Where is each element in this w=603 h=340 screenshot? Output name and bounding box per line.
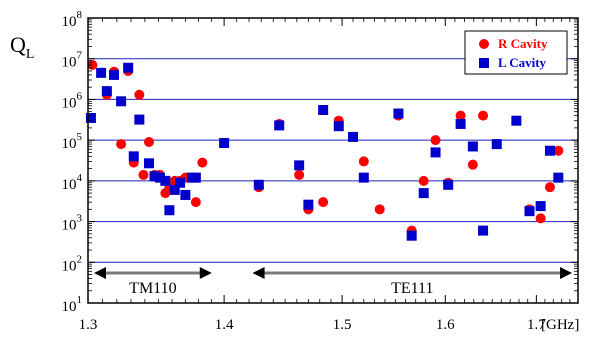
x-axis-unit: [GHz] bbox=[541, 317, 579, 333]
point-l-cavity bbox=[134, 114, 145, 125]
point-l-cavity bbox=[294, 160, 305, 171]
point-l-cavity bbox=[190, 172, 201, 183]
point-r-cavity bbox=[430, 135, 441, 146]
point-l-cavity bbox=[149, 171, 160, 182]
point-l-cavity bbox=[219, 138, 230, 149]
point-l-cavity bbox=[154, 172, 165, 183]
point-l-cavity bbox=[96, 67, 107, 78]
band-arrowhead-left bbox=[252, 267, 265, 279]
y-axis-label: QL bbox=[10, 32, 34, 62]
point-l-cavity bbox=[491, 139, 502, 150]
point-l-cavity bbox=[303, 199, 314, 210]
y-axis-label-main: Q bbox=[10, 32, 26, 57]
point-r-cavity bbox=[138, 169, 149, 180]
legend: R Cavity L Cavity bbox=[464, 30, 568, 75]
y-axis-label-subscript: L bbox=[26, 47, 35, 62]
point-r-cavity bbox=[116, 139, 127, 150]
point-l-cavity bbox=[544, 145, 555, 156]
point-r-cavity bbox=[478, 110, 489, 121]
point-l-cavity bbox=[101, 86, 112, 97]
x-tick-label: 1.6 bbox=[436, 317, 455, 333]
y-tick-label: 108 bbox=[62, 9, 83, 30]
point-l-cavity bbox=[406, 230, 417, 241]
y-tick-label: 102 bbox=[62, 253, 83, 274]
x-tick-label: 1.3 bbox=[79, 317, 98, 333]
y-tick-label: 105 bbox=[62, 131, 83, 152]
point-l-cavity bbox=[164, 205, 175, 216]
y-tick-label: 101 bbox=[62, 294, 83, 315]
band-arrowhead-right bbox=[199, 267, 212, 279]
point-l-cavity bbox=[274, 120, 285, 131]
y-tick-label: 106 bbox=[62, 90, 83, 111]
point-l-cavity bbox=[169, 184, 180, 195]
y-tick-label: 104 bbox=[62, 172, 83, 193]
y-axis-ticks: 101 102 103 104 105 106 107 108 bbox=[62, 9, 578, 315]
point-r-cavity bbox=[374, 204, 385, 215]
point-r-cavity bbox=[134, 89, 145, 100]
y-tick-label: 103 bbox=[62, 213, 83, 234]
point-r-cavity bbox=[318, 197, 329, 208]
point-l-cavity bbox=[478, 225, 489, 236]
point-l-cavity bbox=[180, 189, 191, 200]
point-r-cavity bbox=[190, 197, 201, 208]
point-l-cavity bbox=[85, 112, 96, 123]
y-tick-label: 107 bbox=[62, 50, 83, 71]
band-arrowhead-right bbox=[560, 267, 572, 279]
point-l-cavity bbox=[393, 108, 404, 119]
point-l-cavity bbox=[160, 175, 171, 186]
point-l-cavity bbox=[253, 179, 264, 190]
point-l-cavity bbox=[358, 172, 369, 183]
band-label: TE111 bbox=[391, 280, 433, 297]
point-r-cavity bbox=[144, 137, 155, 148]
point-l-cavity bbox=[467, 141, 478, 152]
point-l-cavity bbox=[348, 131, 359, 142]
x-tick-label: 1.4 bbox=[215, 317, 234, 333]
point-l-cavity bbox=[553, 172, 564, 183]
x-tick-label: 1.7 bbox=[527, 317, 546, 333]
point-r-cavity bbox=[197, 157, 208, 168]
point-l-cavity bbox=[535, 201, 546, 212]
point-l-cavity bbox=[109, 69, 120, 80]
point-l-cavity bbox=[175, 177, 186, 188]
point-r-cavity bbox=[544, 182, 555, 193]
x-axis-ticks: 1.3 1.4 1.5 1.6 1.7[GHz] bbox=[79, 18, 579, 333]
point-r-cavity bbox=[358, 156, 369, 167]
point-r-cavity bbox=[294, 169, 305, 180]
band-arrowhead-left bbox=[94, 267, 106, 279]
point-l-cavity bbox=[333, 121, 344, 132]
point-l-cavity bbox=[418, 188, 429, 199]
point-l-cavity bbox=[443, 179, 454, 190]
point-r-cavity bbox=[553, 145, 564, 156]
data-points bbox=[85, 60, 564, 241]
point-l-cavity bbox=[144, 158, 155, 169]
legend-label-r-cavity: R Cavity bbox=[498, 36, 548, 51]
point-l-cavity bbox=[455, 118, 466, 129]
point-l-cavity bbox=[318, 104, 329, 115]
legend-marker-l-cavity bbox=[479, 58, 489, 68]
point-r-cavity bbox=[418, 175, 429, 186]
point-l-cavity bbox=[128, 151, 139, 162]
point-l-cavity bbox=[524, 206, 535, 217]
x-tick-label: 1.5 bbox=[333, 317, 352, 333]
frequency-bands: TM110 TE111 bbox=[94, 267, 572, 297]
legend-marker-r-cavity bbox=[479, 39, 489, 49]
point-r-cavity bbox=[535, 213, 546, 224]
point-r-cavity bbox=[455, 110, 466, 121]
band-label: TM110 bbox=[129, 280, 176, 297]
point-l-cavity bbox=[116, 96, 127, 107]
point-r-cavity bbox=[467, 159, 478, 170]
legend-label-l-cavity: L Cavity bbox=[498, 55, 547, 70]
point-l-cavity bbox=[430, 147, 441, 158]
plot-frame bbox=[87, 17, 579, 304]
point-l-cavity bbox=[123, 62, 134, 73]
grid-lines bbox=[88, 58, 578, 263]
point-l-cavity bbox=[511, 115, 522, 126]
